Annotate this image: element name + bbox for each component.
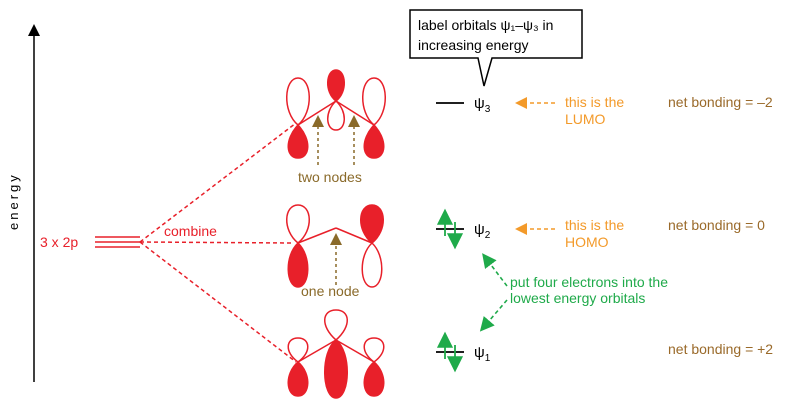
- psi2-note-line1: this is the: [565, 217, 624, 233]
- psi2-bonding: net bonding = 0: [668, 217, 765, 233]
- psi2-level: [436, 208, 464, 250]
- psi3-note-line1: this is the: [565, 94, 624, 110]
- atomic-orbital-lines: [95, 236, 140, 248]
- callout-line1: label orbitals ψ₁–ψ₃ in: [418, 17, 553, 33]
- electron-note-arrows: [479, 253, 508, 332]
- atomic-orbital-label: 3 x 2p: [40, 234, 78, 250]
- psi2-label: ψ2: [474, 221, 491, 241]
- psi3-node-arrows: [312, 115, 360, 165]
- combine-label: combine: [164, 223, 217, 239]
- psi3-note-line2: LUMO: [565, 111, 606, 127]
- psi3-orbital-drawing: [286, 69, 386, 159]
- callout-box: [409, 9, 583, 87]
- psi1-level: [436, 331, 464, 373]
- psi2-node-label: one node: [301, 283, 360, 299]
- callout-line2: increasing energy: [418, 37, 529, 53]
- psi1-orbital-drawing: [287, 309, 385, 399]
- psi3-node-label: two nodes: [298, 169, 362, 185]
- psi1-label: ψ1: [474, 344, 491, 364]
- electron-note-line2: lowest energy orbitals: [510, 290, 645, 306]
- combine-lines: [139, 119, 301, 363]
- psi2-note-line2: HOMO: [565, 234, 609, 250]
- psi3-bonding: net bonding = –2: [668, 94, 773, 110]
- psi3-label: ψ3: [474, 95, 491, 115]
- electron-note-line1: put four electrons into the: [510, 274, 668, 290]
- psi2-orbital-drawing: [286, 204, 384, 288]
- psi1-bonding: net bonding = +2: [668, 341, 773, 357]
- energy-axis-label: energy: [6, 172, 21, 230]
